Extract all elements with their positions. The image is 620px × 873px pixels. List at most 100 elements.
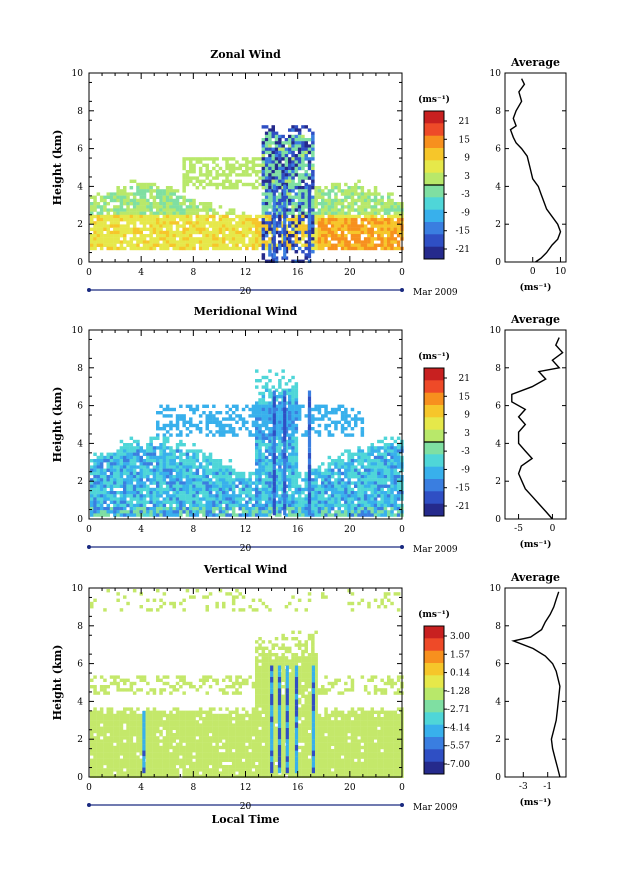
y-axis-label: Height (km) [51, 130, 64, 206]
storm-streak [272, 435, 276, 442]
storm-streak [307, 195, 312, 202]
colorbar-tick-label: -21 [456, 502, 471, 512]
profile-y-tick-label: 4 [495, 697, 501, 707]
x-tick-label: 0 [399, 268, 405, 278]
storm-streak [277, 682, 282, 689]
storm-streak [272, 469, 276, 476]
storm-streak [142, 761, 146, 768]
storm-streak [272, 464, 276, 470]
profile-y-tick-label: 0 [495, 773, 501, 783]
storm-streak [270, 705, 274, 711]
colorbar-tick-label: -2.71 [447, 705, 470, 715]
average-profile: Average 0 2 4 6 8 10 -5 0 (ms⁻¹) [490, 313, 567, 550]
storm-streak [283, 464, 287, 470]
storm-streak [311, 756, 315, 762]
colorbar-tick-label: -9 [461, 208, 470, 218]
storm-streak [285, 705, 289, 711]
storm-streak [311, 682, 315, 689]
storm-streak [307, 486, 312, 493]
x-tick-label: 0 [86, 525, 92, 535]
storm-streak [270, 739, 274, 745]
storm-streak [285, 671, 289, 677]
storm-streak [283, 224, 287, 230]
storm-streak [283, 401, 287, 408]
y-tick-label: 0 [77, 773, 83, 783]
storm-streak [294, 705, 299, 711]
storm-streak [307, 475, 312, 482]
storm-streak [283, 447, 287, 453]
storm-streak [277, 716, 282, 723]
colorbar-swatch [424, 209, 444, 223]
profile-x-tick-label: -5 [514, 524, 523, 534]
colorbar-tick-label: -5.57 [447, 742, 470, 752]
colorbar-swatch [424, 712, 444, 725]
colorbar-swatch [424, 650, 444, 664]
storm-streak [283, 212, 287, 219]
storm-streak [283, 246, 287, 253]
colorbar-swatch [424, 454, 444, 467]
x-tick-label: 12 [240, 525, 251, 535]
colorbar-swatch [424, 429, 444, 443]
x-tick-label: 20 [344, 783, 356, 793]
storm-streak [142, 710, 146, 717]
colorbar-swatch [424, 234, 444, 247]
storm-streak [283, 435, 287, 442]
profile-frame [504, 329, 567, 520]
storm-streak [307, 390, 312, 397]
storm-streak [270, 716, 274, 723]
storm-streak [307, 241, 312, 247]
storm-streak [311, 693, 315, 700]
storm-streak [311, 716, 315, 723]
storm-streak [277, 739, 282, 745]
storm-streak [270, 767, 274, 774]
month-label: Mar 2009 [413, 288, 458, 298]
storm-streak [307, 498, 312, 504]
storm-streak [294, 671, 299, 677]
storm-streak [294, 739, 299, 745]
storm-streak [272, 424, 276, 431]
heatmap-field [90, 369, 404, 517]
profile-x-tick-label: -1 [543, 782, 552, 792]
date-axis-end [400, 545, 404, 549]
profile-y-tick-label: 4 [495, 182, 501, 192]
storm-streak [285, 767, 289, 774]
storm-streak [294, 682, 299, 689]
storm-streak [307, 229, 312, 236]
colorbar-swatch [424, 761, 444, 775]
storm-streak [307, 441, 312, 448]
storm-streak [272, 418, 276, 425]
profile-y-tick-label: 6 [495, 402, 501, 412]
storm-streak [294, 665, 299, 672]
storm-streak [277, 750, 282, 757]
storm-streak [277, 733, 282, 740]
storm-streak [142, 722, 146, 728]
storm-streak [294, 710, 299, 717]
profile-y-tick-label: 6 [495, 145, 501, 155]
storm-streak [285, 750, 289, 757]
y-tick-label: 0 [77, 515, 83, 525]
storm-streak [272, 413, 276, 419]
storm-streak [311, 676, 315, 683]
heatmap-field [90, 125, 404, 263]
storm-streak [307, 458, 312, 465]
storm-streak [307, 201, 312, 208]
colorbar-swatch [424, 503, 444, 517]
storm-streak [283, 184, 287, 191]
storm-streak [294, 722, 299, 728]
storm-streak [272, 498, 276, 504]
colorbar-tick-label: 21 [459, 374, 470, 384]
storm-streak [307, 396, 312, 402]
storm-streak [307, 447, 312, 453]
profile-y-tick-label: 0 [495, 515, 501, 525]
date-label: 20 [240, 802, 252, 812]
colorbar-tick-label: 3 [464, 429, 470, 439]
storm-streak [142, 750, 146, 757]
colorbar-tick-label: 9 [464, 154, 470, 164]
colorbar-swatch [424, 417, 444, 430]
storm-streak [285, 727, 289, 734]
storm-streak [283, 430, 287, 436]
storm-streak [307, 252, 312, 259]
storm-streak [277, 671, 282, 677]
storm-streak [270, 733, 274, 740]
